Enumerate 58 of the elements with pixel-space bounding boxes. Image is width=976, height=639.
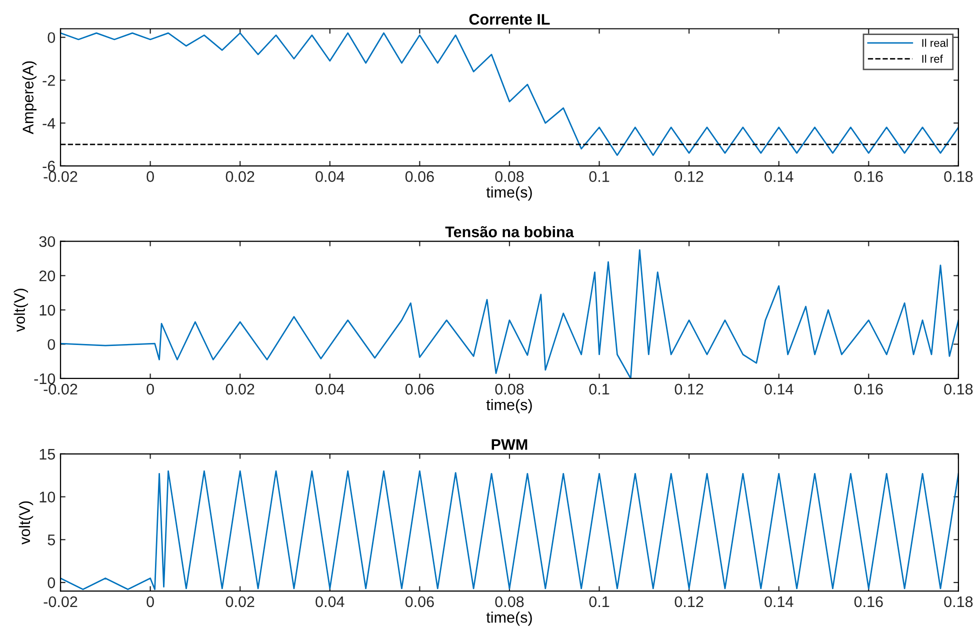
x-tick-label: 0.08 [495,171,524,182]
y-axis-title: Ampere(A) [22,61,37,134]
y-tick-label: -2 [42,75,55,86]
x-tick-label: -0.02 [44,171,78,182]
x-tick-label: 0.06 [405,384,434,395]
x-tick-label: 0.1 [589,171,610,182]
x-tick-label: 0.16 [854,596,883,608]
x-tick-label: 0.18 [944,171,973,182]
x-tick-label: 0.04 [316,384,344,395]
x-axis-title: time(s) [486,398,532,414]
y-tick-label: 5 [48,534,56,546]
y-tick-label: 10 [40,304,56,316]
x-tick-label: 0 [146,596,154,608]
chart-title: Tensão na bobina [445,226,574,238]
x-tick-label: 0 [146,171,154,182]
x-tick-label: 0.04 [316,596,344,608]
y-tick-label: -4 [42,118,56,129]
x-axis-title: time(s) [486,186,532,201]
x-tick-label: 0.14 [764,384,794,395]
y-tick-label: 15 [40,448,56,460]
x-tick-label: 0 [146,384,154,395]
y-tick-label: 20 [39,270,56,282]
x-tick-label: 0.02 [226,171,254,182]
x-tick-label: 0.08 [495,596,524,608]
y-axis-title: volt(V) [14,288,28,332]
x-tick-label: 0.12 [674,384,704,395]
x-tick-label: 0.12 [674,171,704,182]
x-tick-label: 0.04 [316,171,344,182]
x-tick-label: 0.14 [764,596,794,608]
x-tick-label: -0.02 [44,384,78,395]
x-tick-label: 0.18 [944,596,973,608]
x-tick-label: 0.1 [589,596,610,608]
x-tick-label: -0.02 [44,596,78,608]
y-tick-label: 0 [48,577,56,588]
x-tick-label: 0.12 [674,596,704,608]
x-tick-label: 0.14 [764,171,794,182]
y-tick-label: -10 [34,373,56,384]
x-tick-label: 0.06 [405,596,434,608]
x-tick-label: 0.06 [405,171,434,182]
y-tick-label: 10 [40,492,56,502]
x-tick-label: 0.02 [226,384,254,395]
y-tick-label: -6 [42,160,55,172]
legend-label: Il ref [922,54,943,63]
x-tick-label: 0.18 [944,384,973,395]
y-tick-label: 30 [39,236,56,248]
x-tick-label: 0.16 [854,171,883,182]
y-tick-label: 0 [48,32,56,44]
line-series [60,32,958,156]
y-axis-title: volt(V) [18,501,34,545]
legend-label: Il real [922,38,948,47]
x-tick-label: 0.08 [495,384,524,395]
x-tick-label: 0.1 [589,384,610,395]
x-axis-title: time(s) [486,612,532,626]
y-tick-label: 0 [48,339,56,350]
x-tick-label: 0.16 [854,384,883,395]
chart-title: PWM [492,439,528,450]
chart-title: Corrente IL [469,14,550,25]
x-tick-label: 0.02 [226,596,254,608]
